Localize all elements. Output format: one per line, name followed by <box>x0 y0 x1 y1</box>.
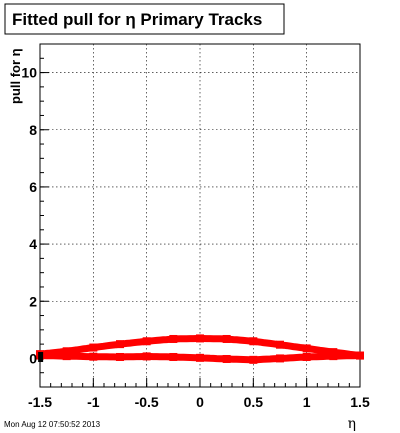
y-tick-label: 2 <box>29 293 37 309</box>
grid <box>40 44 360 387</box>
data-point <box>62 347 71 356</box>
x-tick-label: -1 <box>87 394 100 410</box>
data-point <box>89 343 98 352</box>
x-tick-label: 0.5 <box>244 394 264 410</box>
data-point <box>142 352 151 361</box>
data-point <box>89 352 98 361</box>
black-marker <box>38 351 44 362</box>
data-point <box>116 340 124 349</box>
x-axis-label: η <box>348 416 356 432</box>
data-point <box>329 348 338 357</box>
data-point <box>222 354 231 363</box>
y-tick-label: 6 <box>29 179 37 195</box>
data-point <box>302 344 311 353</box>
data-point <box>142 337 151 346</box>
x-tick-label: 1 <box>303 394 311 410</box>
x-tick-label: -0.5 <box>135 394 159 410</box>
data-point <box>196 353 204 362</box>
data-point <box>276 340 284 349</box>
series-layer <box>36 334 364 364</box>
y-tick-label: 8 <box>29 122 37 138</box>
series-0 <box>36 334 364 360</box>
data-point <box>222 334 231 343</box>
axis-ticks <box>39 43 361 388</box>
chart-title: Fitted pull for η Primary Tracks <box>12 10 262 29</box>
data-point <box>302 352 311 361</box>
data-point <box>169 334 178 343</box>
data-point <box>249 355 258 364</box>
data-point <box>62 352 71 361</box>
data-point <box>356 351 364 360</box>
y-tick-label: 10 <box>21 65 37 81</box>
x-tick-label: 0 <box>196 394 204 410</box>
tick-labels: -1.5 -1 -0.5 0 0.5 1 1.5 0 2 4 6 8 10 <box>21 65 370 410</box>
data-point <box>169 352 178 361</box>
data-point <box>196 334 204 343</box>
data-point <box>249 337 258 346</box>
y-tick-label: 0 <box>29 350 37 366</box>
data-point <box>276 354 284 363</box>
data-point <box>116 352 124 361</box>
title-box <box>4 3 285 35</box>
x-tick-label: 1.5 <box>350 394 370 410</box>
timestamp: Mon Aug 12 07:50:52 2013 <box>4 420 101 429</box>
y-axis-label: pull for η <box>8 48 23 104</box>
x-tick-label: -1.5 <box>28 394 52 410</box>
data-point <box>329 352 338 361</box>
y-tick-label: 4 <box>29 236 37 252</box>
